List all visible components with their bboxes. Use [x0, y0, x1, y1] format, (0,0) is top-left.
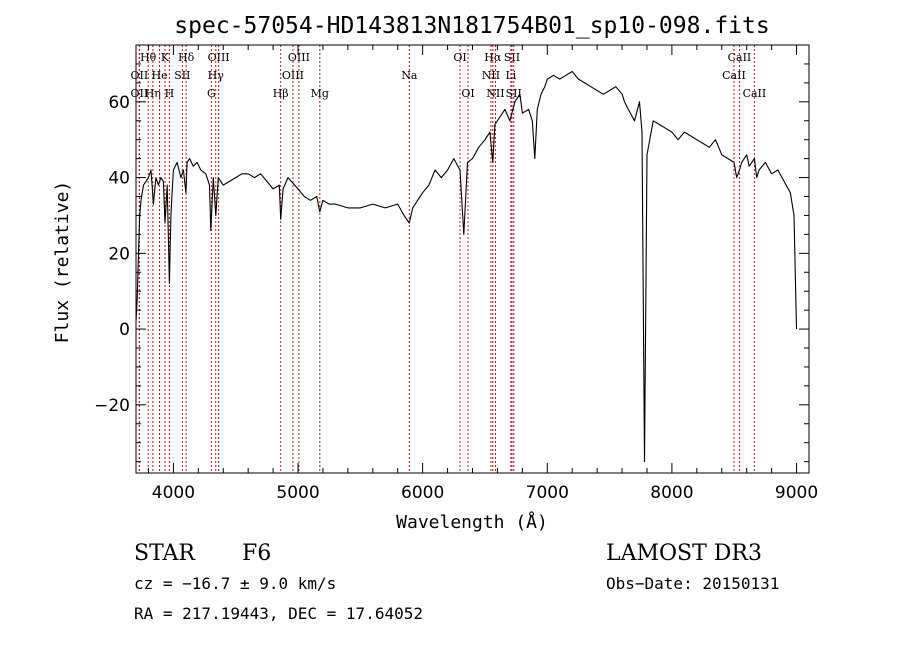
spectral-line-label: OII [131, 69, 149, 82]
spectral-line-label: OI [453, 51, 466, 64]
spectral-line-label: SII [504, 51, 520, 64]
spectral-line-label: CaII [728, 51, 752, 64]
y-axis-label: Flux (relative) [52, 181, 73, 344]
redshift-readout: cz = −16.7 ± 9.0 km/s [134, 574, 337, 593]
spectral-subclass: F6 [242, 541, 272, 566]
spectral-line-label: OI [461, 87, 474, 100]
spectral-line-label: CaII [722, 69, 746, 82]
spectrum-series-layer [135, 70, 798, 463]
spectral-line-label: Hα [484, 51, 502, 64]
spectral-line-label: OIII [288, 51, 310, 64]
spectral-line-label: OIII [282, 69, 304, 82]
spectral-line-label: Li [505, 69, 516, 82]
spectral-line-label: G [207, 87, 216, 100]
spectral-line-label: OIII [208, 51, 230, 64]
x-tick-label: 8000 [650, 483, 693, 503]
coordinates: RA = 217.19443, DEC = 17.64052 [134, 604, 423, 623]
spectrum-line [135, 70, 798, 463]
axes-layer: 4000 5000 6000 7000 8000 9000 −20 0 20 40 60 [94, 44, 818, 503]
spectral-line-label: Hγ [208, 69, 225, 82]
x-tick-label: 9000 [775, 483, 818, 503]
spectral-line-label: He [152, 69, 168, 82]
spectral-line-label: Mg [311, 87, 329, 100]
obs-date: Obs−Date: 20150131 [606, 574, 780, 593]
spectral-line-label: SII [506, 87, 522, 100]
y-tick-label: 20 [108, 244, 130, 264]
x-tick-label: 7000 [526, 483, 569, 503]
chart-title: spec-57054-HD143813N181754B01_sp10-098.f… [174, 13, 769, 39]
x-tick-label: 6000 [401, 483, 444, 503]
survey-label: LAMOST DR3 [606, 541, 762, 566]
spectral-line-label: Hη [145, 87, 161, 100]
spectral-line-label: K [161, 51, 170, 64]
spectral-line-label: NII [486, 87, 504, 100]
spectral-line-label: Hβ [273, 87, 289, 100]
spectral-line-label: SII [174, 69, 190, 82]
plot-frame [135, 44, 810, 474]
x-axis-label: Wavelength (Å) [396, 511, 548, 533]
spectral-line-label: Hθ [140, 51, 157, 64]
object-class: STAR [134, 541, 195, 566]
spectral-line-label: Na [401, 69, 418, 82]
spectral-line-label: CaII [743, 87, 767, 100]
y-tick-label: 0 [119, 320, 130, 340]
y-tick-label: 40 [108, 169, 130, 189]
y-tick-label: 60 [108, 93, 130, 113]
spectral-line-label: OII [131, 87, 149, 100]
y-tick-label: −20 [94, 396, 130, 416]
spectral-line-label: H [165, 87, 175, 100]
x-tick-label: 5000 [276, 483, 319, 503]
spectral-line-label: Hδ [178, 51, 195, 64]
x-tick-label: 4000 [152, 483, 195, 503]
spectral-line-label: NII [482, 69, 500, 82]
